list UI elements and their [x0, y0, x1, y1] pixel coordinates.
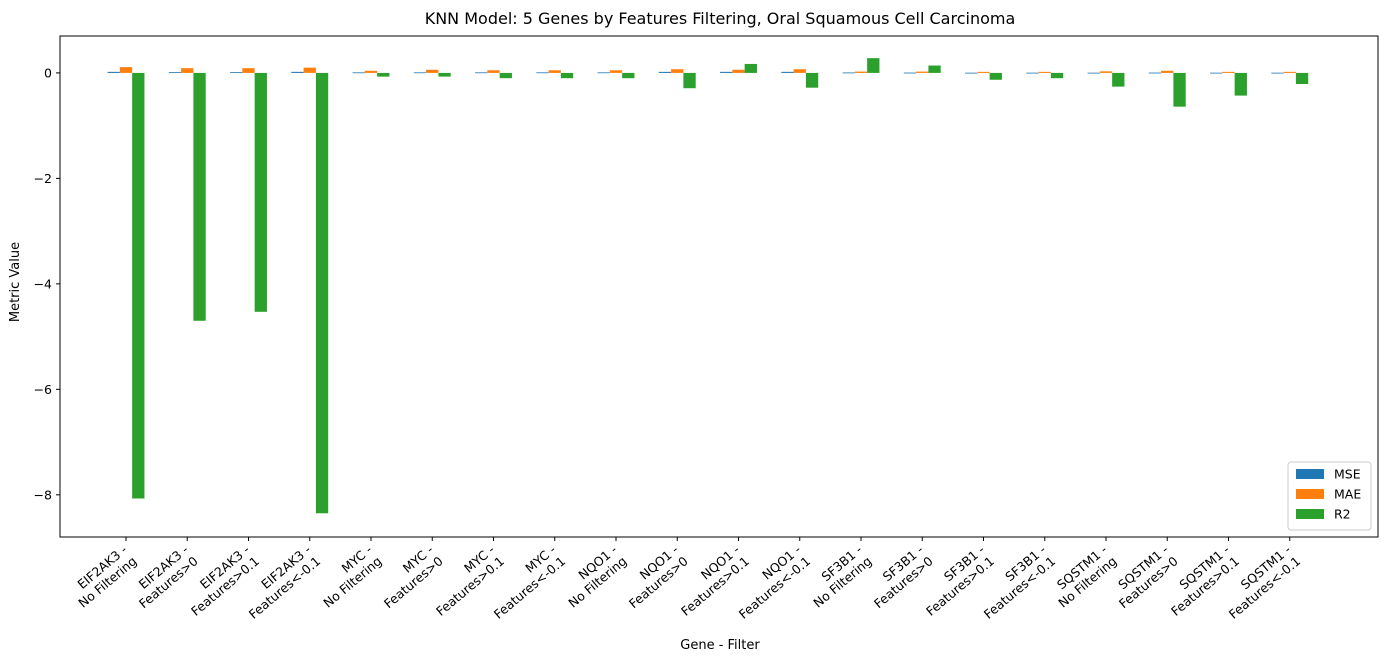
- legend: MSE MAE R2: [1287, 461, 1372, 531]
- bar-mae: [426, 69, 439, 73]
- y-tick-label: −2: [34, 171, 52, 186]
- legend-swatch-mae: [1296, 489, 1324, 499]
- y-tick-label: −6: [34, 382, 52, 397]
- legend-label-r2: R2: [1334, 507, 1351, 522]
- legend-label-mae: MAE: [1334, 487, 1361, 502]
- x-tick-label: NQO1 -No Filtering: [556, 542, 630, 611]
- bar-mae: [242, 68, 255, 73]
- bar-mse: [107, 71, 120, 73]
- bar-r2: [744, 63, 757, 73]
- plot-frame: [59, 35, 1379, 538]
- bar-r2: [1173, 72, 1186, 107]
- bar-mae: [793, 69, 806, 73]
- x-tick-label: SQSTM1 -Features>0: [1106, 542, 1181, 611]
- x-tick-label: NQO1 -Features>0: [616, 542, 691, 611]
- bar-mae: [1161, 70, 1174, 73]
- bar-r2: [1050, 72, 1064, 79]
- bar-r2: [560, 72, 574, 79]
- bar-mse: [1148, 72, 1162, 74]
- bar-mae: [1099, 71, 1113, 73]
- bar-r2: [989, 72, 1002, 80]
- bar-r2: [1234, 72, 1247, 96]
- bar-r2: [315, 72, 329, 514]
- bar-mae: [1283, 71, 1296, 73]
- bar-mse: [1271, 72, 1284, 74]
- bar-mse: [1026, 72, 1039, 74]
- bar-mse: [168, 72, 182, 73]
- bar-r2: [867, 58, 880, 73]
- bar-mse: [658, 71, 672, 73]
- x-tick-label: EIF2AK3 -Features>0: [126, 542, 201, 611]
- bar-r2: [438, 72, 451, 77]
- bar-mse: [413, 72, 427, 74]
- bar-mae: [119, 67, 133, 73]
- bar-mae: [1222, 71, 1235, 73]
- bar-mse: [352, 72, 365, 74]
- bar-mse: [1210, 72, 1223, 74]
- bar-mse: [597, 72, 610, 74]
- x-tick-label: SF3B1 -Features>0: [861, 542, 936, 611]
- chart-title: KNN Model: 5 Genes by Features Filtering…: [425, 9, 1016, 28]
- bar-mae: [487, 70, 500, 73]
- bar-mse: [536, 72, 549, 74]
- x-tick-label: SF3B1 -No Filtering: [801, 542, 875, 611]
- bar-mae: [303, 67, 316, 73]
- y-tick-label: −8: [34, 487, 52, 502]
- bar-r2: [377, 72, 390, 77]
- bar-mse: [230, 72, 243, 73]
- bar-mse: [291, 71, 304, 73]
- bar-mae: [977, 71, 990, 73]
- bar-mae: [671, 69, 684, 73]
- bar-r2: [683, 72, 696, 89]
- bar-mse: [842, 72, 855, 74]
- bar-mae: [609, 70, 623, 73]
- bar-r2: [1112, 72, 1125, 87]
- bar-r2: [254, 72, 267, 312]
- bar-mae: [364, 70, 378, 73]
- y-tick-label: 0: [44, 65, 52, 80]
- bar-mse: [475, 72, 488, 74]
- bars-group: [107, 58, 1309, 514]
- bar-r2: [193, 72, 206, 321]
- y-axis-label: Metric Value: [8, 242, 23, 322]
- legend-swatch-mse: [1296, 469, 1324, 479]
- bar-r2: [1295, 72, 1309, 84]
- bar-mse: [781, 71, 794, 73]
- bar-mae: [181, 68, 194, 73]
- bar-mse: [720, 71, 733, 73]
- bar-r2: [622, 72, 635, 79]
- y-tick-label: −4: [34, 276, 52, 291]
- bar-mae: [916, 71, 929, 73]
- bar-mse: [965, 72, 978, 74]
- bar-r2: [805, 72, 819, 88]
- bar-mse: [1087, 72, 1100, 74]
- legend-label-mse: MSE: [1334, 467, 1361, 482]
- bar-mae: [548, 70, 561, 73]
- bar-mae: [854, 71, 868, 73]
- x-tick-label: EIF2AK3 -No Filtering: [66, 542, 140, 611]
- bar-r2: [499, 72, 512, 79]
- y-axis: 0 −2 −4 −6 −8: [34, 65, 60, 502]
- bar-mse: [903, 72, 917, 74]
- x-tick-label: SQSTM1 -No Filtering: [1046, 542, 1120, 611]
- bar-r2: [132, 72, 145, 499]
- x-axis-label: Gene - Filter: [680, 638, 760, 653]
- bar-r2: [928, 65, 941, 73]
- x-tick-label: MYC -No Filtering: [311, 542, 385, 611]
- bar-mae: [732, 69, 745, 73]
- bar-mae: [1038, 71, 1051, 73]
- x-tick-label: MYC -Features>0: [371, 542, 446, 611]
- legend-swatch-r2: [1296, 509, 1324, 519]
